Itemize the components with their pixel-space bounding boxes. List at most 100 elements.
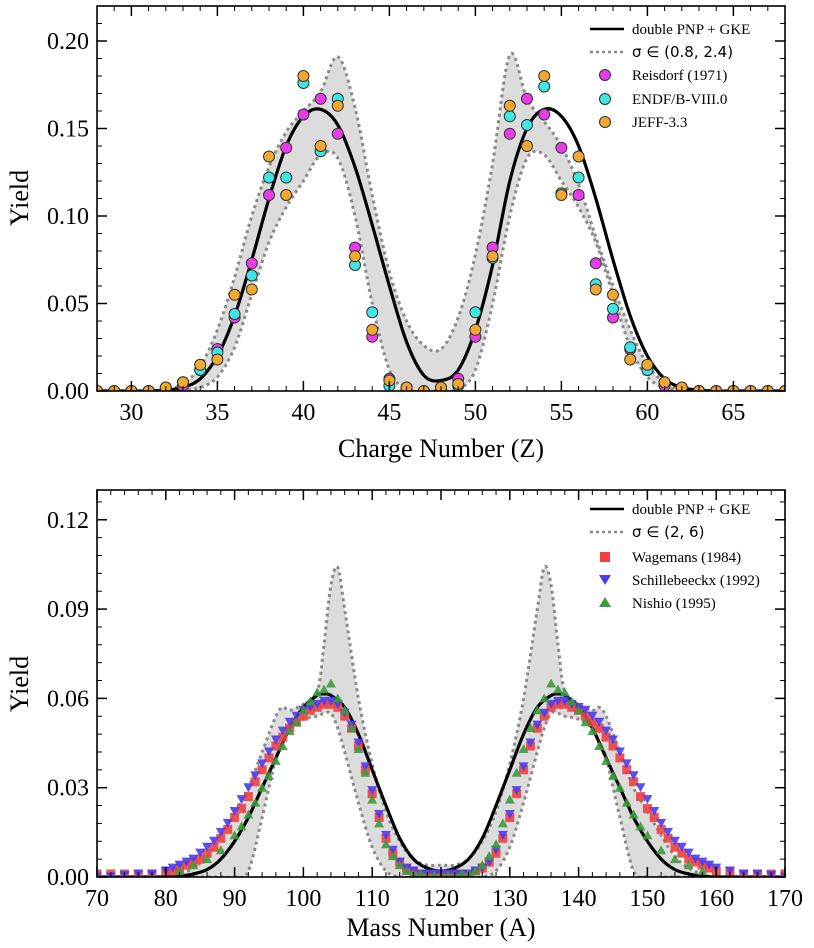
data-point xyxy=(195,854,205,864)
data-point xyxy=(697,866,708,876)
plot-frame xyxy=(96,489,786,878)
data-point xyxy=(552,696,563,706)
data-point xyxy=(503,110,516,123)
data-point xyxy=(444,870,452,877)
data-point xyxy=(624,353,637,366)
data-point xyxy=(580,705,591,715)
data-point xyxy=(222,818,233,828)
data-point xyxy=(503,127,516,140)
data-point xyxy=(208,836,219,846)
data-point xyxy=(367,786,378,796)
data-point xyxy=(539,693,550,703)
data-point xyxy=(601,726,612,736)
data-point xyxy=(215,845,226,855)
data-point xyxy=(525,723,536,733)
data-point xyxy=(641,358,654,371)
data-point xyxy=(642,795,653,805)
data-point xyxy=(572,189,585,201)
y-tick-label: 0.06 xyxy=(47,686,89,712)
data-point xyxy=(601,755,612,765)
x-tick-label: 100 xyxy=(285,886,321,912)
data-point xyxy=(780,872,785,877)
y-tick-label: 0.03 xyxy=(47,776,89,802)
data-point xyxy=(230,813,240,822)
top-chart-ticks: 30 35 40 45 50 55 60 65 0.00 0.05 0.10 0.15 0.20 xyxy=(47,5,786,426)
data-point xyxy=(622,765,632,775)
data-point xyxy=(229,807,240,817)
plot-frame xyxy=(96,5,786,392)
data-point xyxy=(284,717,295,727)
data-point xyxy=(243,792,253,802)
band-upper-curve xyxy=(97,564,785,877)
data-point xyxy=(683,848,694,858)
data-point xyxy=(264,747,274,757)
data-point xyxy=(552,684,563,694)
data-point xyxy=(511,786,522,796)
data-point xyxy=(587,717,597,727)
data-point xyxy=(469,306,482,319)
x-tick-label: 160 xyxy=(698,886,734,912)
data-point xyxy=(635,783,646,793)
data-point xyxy=(228,288,241,301)
bottom-chart-ticks: 70 80 90 100 110 120 130 140 150 160 170 0.00 0.03 0.… xyxy=(47,490,803,912)
y-tick-label: 0.10 xyxy=(47,204,89,230)
data-point xyxy=(278,732,288,742)
data-point xyxy=(477,860,488,870)
data-point xyxy=(608,741,618,751)
data-point xyxy=(573,705,584,715)
data-point xyxy=(470,866,481,876)
x-tick-label: 35 xyxy=(205,400,229,426)
legend-label-wagemans: Wagemans (1984) xyxy=(632,550,741,566)
data-point xyxy=(504,809,515,819)
x-tick-label: 120 xyxy=(423,886,459,912)
data-point xyxy=(277,726,288,736)
legend-marker-schillebeeckx xyxy=(599,575,611,585)
mass-number-yield-plot: Mass Number (A) Yield double PNP + GKE σ… xyxy=(5,489,803,942)
data-point xyxy=(572,171,585,184)
legend-marker-endf xyxy=(599,93,611,105)
data-point xyxy=(555,189,568,201)
data-point xyxy=(415,869,425,877)
data-point xyxy=(297,70,310,82)
data-point xyxy=(243,809,254,819)
y-axis-label: Yield xyxy=(5,170,34,226)
y-axis-label: Yield xyxy=(5,656,34,712)
data-point xyxy=(642,830,653,840)
data-point xyxy=(614,747,625,757)
x-tick-label: 60 xyxy=(635,400,659,426)
legend-marker-jeff xyxy=(599,116,611,128)
data-point xyxy=(257,782,268,792)
data-point xyxy=(360,767,371,777)
data-point xyxy=(656,824,666,834)
data-point xyxy=(325,678,336,688)
x-tick-label: 65 xyxy=(721,400,745,426)
data-point xyxy=(174,866,185,876)
data-point xyxy=(683,860,694,870)
data-point xyxy=(202,848,212,858)
data-point xyxy=(298,705,309,715)
data-point xyxy=(366,306,379,319)
data-point xyxy=(538,80,551,93)
data-point xyxy=(663,833,673,843)
data-point xyxy=(538,108,551,121)
data-point xyxy=(521,140,533,152)
data-point xyxy=(636,792,645,802)
data-point xyxy=(503,99,516,112)
data-point xyxy=(245,283,258,296)
data-point xyxy=(312,699,323,709)
data-point xyxy=(656,845,667,855)
data-point xyxy=(167,863,178,873)
y-tick-label: 0.09 xyxy=(47,597,89,623)
model-curve xyxy=(97,107,785,391)
data-point xyxy=(669,854,680,864)
data-point xyxy=(401,866,412,876)
legend-label-jeff: JEFF-3.3 xyxy=(632,115,687,131)
charge-number-yield-plot: Charge Number (Z) Yield double PNP + GKE… xyxy=(5,5,786,463)
data-point xyxy=(223,824,233,834)
data-point xyxy=(621,759,632,769)
x-tick-label: 170 xyxy=(767,886,803,912)
data-point xyxy=(518,743,529,753)
data-point xyxy=(211,353,224,366)
data-point xyxy=(566,696,577,706)
data-point xyxy=(360,762,371,772)
